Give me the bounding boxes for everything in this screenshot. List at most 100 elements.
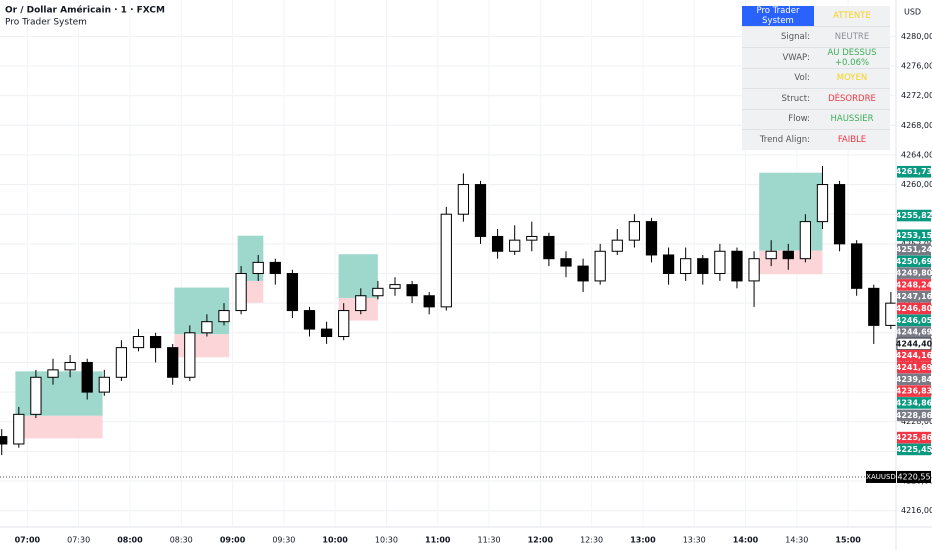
price-tag-label: 4255,82	[896, 211, 932, 220]
x-tick-label: 12:00	[528, 536, 554, 545]
price-tag-label: 4249,80	[896, 269, 932, 278]
candle-body	[662, 254, 675, 275]
x-tick-label: 14:00	[733, 536, 759, 545]
price-tag	[897, 409, 931, 422]
y-tick-label: 4260,00	[901, 180, 932, 189]
price-tag	[897, 243, 931, 256]
price-tag-label: 4234,86	[896, 398, 932, 407]
y-tick-label: 4216,00	[901, 506, 932, 515]
candle-body	[252, 261, 264, 275]
price-tag	[897, 397, 931, 409]
candle-body	[132, 336, 145, 349]
price-tag-label: 4246,80	[896, 304, 932, 313]
candle-body	[885, 302, 897, 326]
candle-body	[799, 221, 812, 260]
x-tick-label: 14:30	[785, 536, 808, 545]
dashboard-header: Pro Trader System ATTENTE	[742, 6, 890, 27]
y-tick-label: 4272,00	[901, 91, 932, 100]
price-tag-label: 4239,84	[896, 375, 932, 384]
price-tag	[897, 373, 931, 386]
candle-body	[338, 310, 350, 338]
last-price-label: 4220,55	[897, 472, 930, 481]
y-tick-label: 4228,00	[901, 417, 932, 426]
candle-body	[235, 273, 247, 312]
candle-body	[406, 284, 418, 297]
zone-upper	[338, 254, 378, 298]
y-tick-label: 4276,00	[901, 61, 932, 70]
price-tag	[897, 229, 931, 242]
chart-subtitle: Pro Trader System	[5, 18, 87, 28]
candle-body	[509, 239, 521, 252]
symbol-tag	[866, 470, 896, 483]
candle-body	[0, 436, 8, 445]
candle-body	[184, 332, 196, 378]
candle-body	[269, 261, 281, 275]
dashboard-value: AU DESSUS +0.06%	[827, 47, 877, 68]
dashboard-key: Trend Align:	[759, 134, 810, 145]
symbol-tag-label: XAUUSD	[866, 473, 896, 481]
currency: USD	[904, 8, 921, 17]
x-tick-label: 13:30	[683, 536, 706, 545]
dashboard-value: DÉSORDRE	[828, 93, 876, 104]
x-tick-label: 07:00	[15, 536, 41, 545]
price-tag-label: 4248,24	[896, 280, 932, 289]
x-tick-label: 08:00	[117, 536, 143, 545]
candle-body	[218, 310, 230, 323]
price-tag	[897, 165, 931, 178]
dashboard-row: Trend Align: FAIBLE	[742, 129, 890, 150]
candles	[0, 166, 897, 456]
candle-body	[389, 284, 401, 289]
dashboard-row: Vol: MOYEN	[742, 68, 890, 89]
dashboard-value: MOYEN	[836, 73, 868, 84]
candle-body	[748, 258, 760, 282]
y-tick-label: 4268,00	[901, 121, 932, 130]
price-tag	[897, 290, 931, 303]
candle-body	[560, 258, 572, 267]
candle-body	[611, 239, 623, 252]
dashboard-row: VWAP: AU DESSUS +0.06%	[742, 47, 890, 68]
candle-body	[30, 376, 42, 415]
candle-body	[577, 265, 589, 282]
price-tag	[897, 209, 931, 222]
candle-body	[372, 287, 384, 297]
x-tick-label: 11:00	[425, 536, 451, 545]
price-tag-label: 4225,45	[896, 445, 932, 454]
price-tag	[896, 337, 932, 351]
price-tag-label: 4247,16	[896, 292, 932, 301]
price-tag-label: 4228,86	[896, 411, 932, 420]
candle-body	[680, 258, 692, 275]
candle-body	[115, 347, 128, 378]
axes: 4216,004220,004224,004228,004232,004236,…	[0, 32, 932, 545]
candle-body	[697, 258, 709, 275]
x-tick-label: 10:30	[375, 536, 398, 545]
price-tag	[897, 361, 931, 374]
dashboard-row: Signal: NEUTRE	[742, 26, 890, 48]
candle-body	[526, 235, 538, 241]
candle-body	[149, 336, 162, 349]
candle-body	[423, 295, 435, 308]
dashboard-key: Flow:	[788, 114, 810, 125]
x-tick-label: 08:30	[170, 536, 193, 545]
price-tag	[897, 279, 931, 291]
x-tick-label: 07:30	[67, 536, 90, 545]
x-tick-label: 11:30	[478, 536, 501, 545]
candle-body	[13, 413, 25, 445]
candle-body	[868, 287, 880, 326]
price-tag	[897, 431, 931, 444]
price-tag	[897, 443, 931, 456]
zone-upper	[759, 172, 823, 251]
price-tag-label: 4251,24	[896, 245, 932, 254]
dashboard-key: Vol:	[794, 73, 810, 84]
candle-body	[731, 250, 743, 282]
x-tick-label: 12:30	[580, 536, 603, 545]
chart-title: Or / Dollar Américain · 1 · FXCM	[5, 5, 165, 16]
price-tag	[897, 326, 931, 338]
x-tick-label: 15:00	[835, 536, 861, 545]
price-tag-label: 4244,69	[896, 328, 932, 337]
price-tag-label: 4244,16	[896, 351, 932, 360]
candle-body	[714, 250, 726, 275]
candle-body	[201, 321, 213, 334]
dashboard-value: FAIBLE	[837, 134, 867, 145]
candle-body	[543, 235, 555, 260]
